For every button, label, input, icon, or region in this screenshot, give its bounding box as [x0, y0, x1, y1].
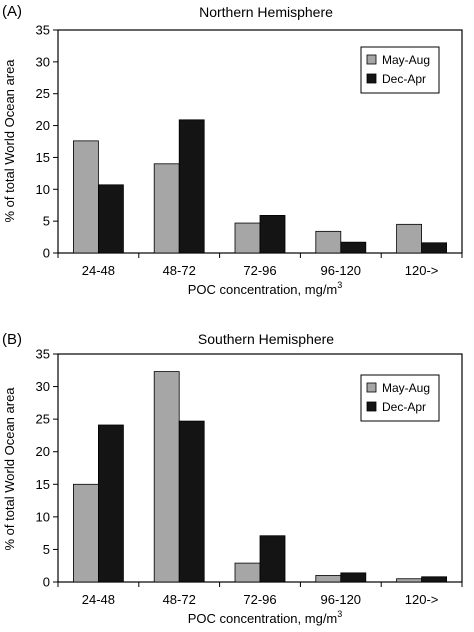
y-tick-label: 35: [36, 347, 50, 362]
bar-dec-apr: [259, 215, 286, 254]
x-category-label: 48-72: [163, 592, 196, 607]
bar-may-aug: [234, 562, 261, 583]
chart-title: Southern Hemisphere: [198, 331, 334, 347]
bar-may-aug: [315, 575, 342, 583]
x-axis-label: POC concentration, mg/m3: [188, 609, 343, 626]
y-axis-label: % of total World Ocean area: [2, 59, 17, 223]
bars: [73, 371, 448, 583]
y-tick-label: 25: [36, 86, 50, 101]
x-category-label: 96-120: [321, 263, 361, 278]
y-tick-label: 20: [36, 444, 50, 459]
bar-dec-apr: [259, 535, 286, 583]
x-axis-label: POC concentration, mg/m3: [188, 280, 343, 297]
bar-may-aug: [73, 483, 99, 583]
x-category-label: 24-48: [82, 263, 115, 278]
y-tick-label: 25: [36, 412, 50, 427]
legend-swatch: [366, 401, 377, 412]
bar-dec-apr: [98, 184, 124, 254]
bar-dec-apr: [340, 241, 367, 254]
y-tick-label: 10: [36, 182, 50, 197]
x-category-label: 96-120: [321, 592, 361, 607]
y-tick-label: 15: [36, 477, 50, 492]
y-tick-label: 0: [43, 575, 50, 590]
y-axis-ticks: 0 5 10 15 20 25 30 35: [36, 347, 58, 590]
x-category-label: 72-96: [243, 263, 276, 278]
chart-southern: (B) Southern Hemisphere % of total World…: [2, 331, 463, 626]
y-tick-label: 10: [36, 509, 50, 524]
bar-may-aug: [315, 230, 342, 254]
bars: [73, 119, 448, 254]
bar-may-aug: [396, 223, 423, 254]
bar-dec-apr: [421, 242, 448, 254]
bar-dec-apr: [98, 424, 124, 583]
y-tick-label: 30: [36, 54, 50, 69]
legend: May-Aug Dec-Apr: [360, 46, 440, 94]
y-tick-label: 35: [36, 23, 50, 38]
legend: May-Aug Dec-Apr: [360, 374, 440, 422]
y-tick-label: 20: [36, 118, 50, 133]
bar-may-aug: [234, 222, 261, 254]
bar-dec-apr: [178, 119, 205, 254]
legend-entry: May-Aug: [382, 53, 430, 67]
y-tick-label: 0: [43, 246, 50, 261]
legend-entry: Dec-Apr: [382, 72, 426, 86]
bar-may-aug: [73, 140, 99, 254]
bar-dec-apr: [340, 572, 367, 583]
panel-label: (B): [2, 331, 22, 348]
bar-dec-apr: [178, 420, 205, 583]
legend-swatch: [366, 54, 377, 65]
y-tick-label: 5: [43, 214, 50, 229]
chart-northern: (A) Northern Hemisphere % of total World…: [2, 3, 463, 297]
y-tick-label: 30: [36, 379, 50, 394]
y-axis-ticks: 0 5 10 15 20 25 30 35: [36, 23, 58, 261]
panel-label: (A): [2, 3, 22, 20]
legend-swatch: [366, 382, 377, 393]
legend-swatch: [366, 73, 377, 84]
bar-dec-apr: [421, 576, 448, 583]
legend-entry: Dec-Apr: [382, 400, 426, 414]
x-category-label: 120->: [405, 592, 439, 607]
bar-may-aug: [153, 163, 180, 254]
y-tick-label: 15: [36, 150, 50, 165]
legend-entry: May-Aug: [382, 381, 430, 395]
x-category-label: 120->: [405, 263, 439, 278]
x-axis-categories: 24-48 48-72 72-96 96-120 120->: [57, 253, 463, 278]
bar-may-aug: [153, 371, 180, 583]
x-axis-categories: 24-48 48-72 72-96 96-120 120->: [57, 582, 463, 607]
bar-may-aug: [396, 578, 423, 583]
x-category-label: 48-72: [163, 263, 196, 278]
x-category-label: 24-48: [82, 592, 115, 607]
x-category-label: 72-96: [243, 592, 276, 607]
y-tick-label: 5: [43, 542, 50, 557]
y-axis-label: % of total World Ocean area: [2, 387, 17, 551]
chart-title: Northern Hemisphere: [199, 4, 333, 20]
